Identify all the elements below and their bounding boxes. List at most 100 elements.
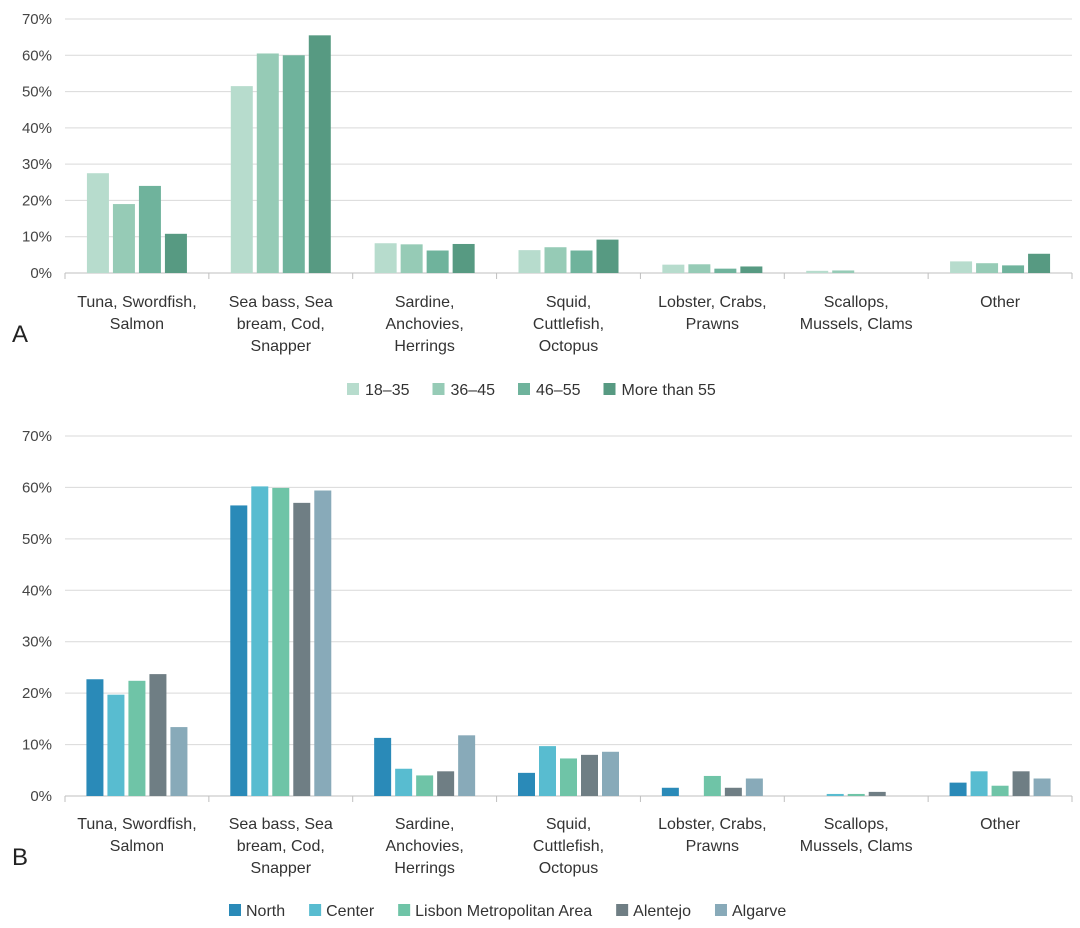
legend-label: Algarve: [732, 903, 786, 920]
bar: [544, 247, 567, 273]
x-category-label: Mussels, Clams: [800, 316, 913, 333]
x-category-label: Other: [980, 816, 1021, 833]
bar: [374, 243, 397, 273]
legend-label: Center: [326, 903, 375, 920]
legend-swatch: [229, 904, 241, 916]
bar: [251, 486, 269, 796]
bar: [518, 772, 535, 796]
y-tick-label: 10%: [22, 229, 52, 246]
bar: [703, 775, 721, 796]
x-category-label: Scallops,: [824, 816, 889, 833]
bar: [847, 793, 865, 796]
bar: [308, 35, 331, 274]
y-tick-label: 70%: [22, 428, 52, 445]
bar: [740, 266, 763, 273]
bar: [1002, 265, 1025, 273]
x-category-label: Lobster, Crabs,: [658, 816, 767, 833]
bar: [581, 754, 598, 796]
bar: [518, 250, 541, 273]
y-tick-label: 20%: [22, 192, 52, 209]
bar: [970, 771, 988, 796]
bar: [724, 787, 742, 796]
x-category-label: Octopus: [539, 860, 599, 877]
x-category-label: Sea bass, Sea: [229, 294, 333, 311]
bar: [560, 758, 577, 796]
bar: [170, 727, 188, 796]
bar: [112, 204, 135, 273]
legend-swatch: [347, 383, 359, 395]
x-category-label: Prawns: [686, 838, 739, 855]
x-category-label: Sardine,: [395, 816, 455, 833]
x-category-label: Herrings: [394, 860, 454, 877]
x-category-label: bream, Cod,: [237, 838, 325, 855]
bar: [282, 55, 305, 274]
panel-label: B: [12, 844, 28, 871]
x-category-label: Anchovies,: [386, 838, 464, 855]
bar: [272, 487, 290, 796]
legend-swatch: [616, 904, 629, 916]
x-category-label: Sardine,: [395, 294, 455, 311]
legend-swatch: [309, 904, 322, 916]
legend-label: 36–45: [451, 382, 496, 399]
bar: [230, 86, 253, 273]
x-category-label: Squid,: [546, 816, 591, 833]
y-tick-label: 30%: [22, 156, 52, 173]
bar: [1028, 253, 1051, 273]
bar: [86, 679, 104, 796]
bar: [149, 674, 167, 796]
y-tick-label: 0%: [30, 788, 52, 805]
bar: [164, 233, 187, 273]
bar: [107, 694, 125, 796]
legend-swatch: [398, 904, 411, 916]
bar: [452, 243, 475, 273]
x-category-label: Cuttlefish,: [533, 316, 604, 333]
bar: [1033, 778, 1051, 796]
y-tick-label: 30%: [22, 634, 52, 651]
x-category-label: Squid,: [546, 294, 591, 311]
x-category-label: Scallops,: [824, 294, 889, 311]
y-tick-label: 40%: [22, 120, 52, 137]
bar: [745, 778, 763, 796]
x-category-label: Other: [980, 294, 1021, 311]
y-tick-label: 40%: [22, 582, 52, 599]
y-tick-label: 50%: [22, 531, 52, 548]
legend-swatch: [518, 383, 530, 395]
bar: [661, 787, 679, 796]
bar: [395, 768, 413, 796]
x-category-label: Octopus: [539, 338, 599, 355]
panel-label: A: [12, 321, 28, 348]
bar: [400, 244, 423, 273]
legend-label: Lisbon Metropolitan Area: [415, 903, 592, 920]
bar: [539, 746, 556, 796]
legend-swatch: [714, 904, 727, 916]
x-category-label: Cuttlefish,: [533, 838, 604, 855]
x-category-label: Salmon: [110, 316, 164, 333]
bar: [832, 270, 855, 273]
bar: [128, 680, 146, 796]
bar: [688, 264, 711, 273]
legend-label: More than 55: [622, 382, 716, 399]
bar: [714, 268, 737, 273]
bar: [826, 793, 844, 796]
x-category-label: Mussels, Clams: [800, 838, 913, 855]
legend-label: 46–55: [536, 382, 581, 399]
y-tick-label: 0%: [30, 265, 52, 282]
x-category-label: Tuna, Swordfish,: [77, 294, 196, 311]
x-category-label: bream, Cod,: [237, 316, 325, 333]
bar: [596, 239, 619, 273]
y-tick-label: 70%: [22, 11, 52, 28]
y-tick-label: 60%: [22, 47, 52, 64]
bar: [806, 270, 829, 273]
bar: [230, 505, 248, 796]
bar: [949, 782, 967, 796]
bar: [1012, 771, 1030, 796]
legend-label: 18–35: [365, 382, 410, 399]
x-category-label: Snapper: [251, 338, 312, 355]
bar: [662, 264, 685, 273]
y-tick-label: 50%: [22, 84, 52, 101]
x-category-label: Prawns: [686, 316, 739, 333]
y-tick-label: 10%: [22, 737, 52, 754]
x-category-label: Salmon: [110, 838, 164, 855]
bar: [868, 791, 886, 796]
